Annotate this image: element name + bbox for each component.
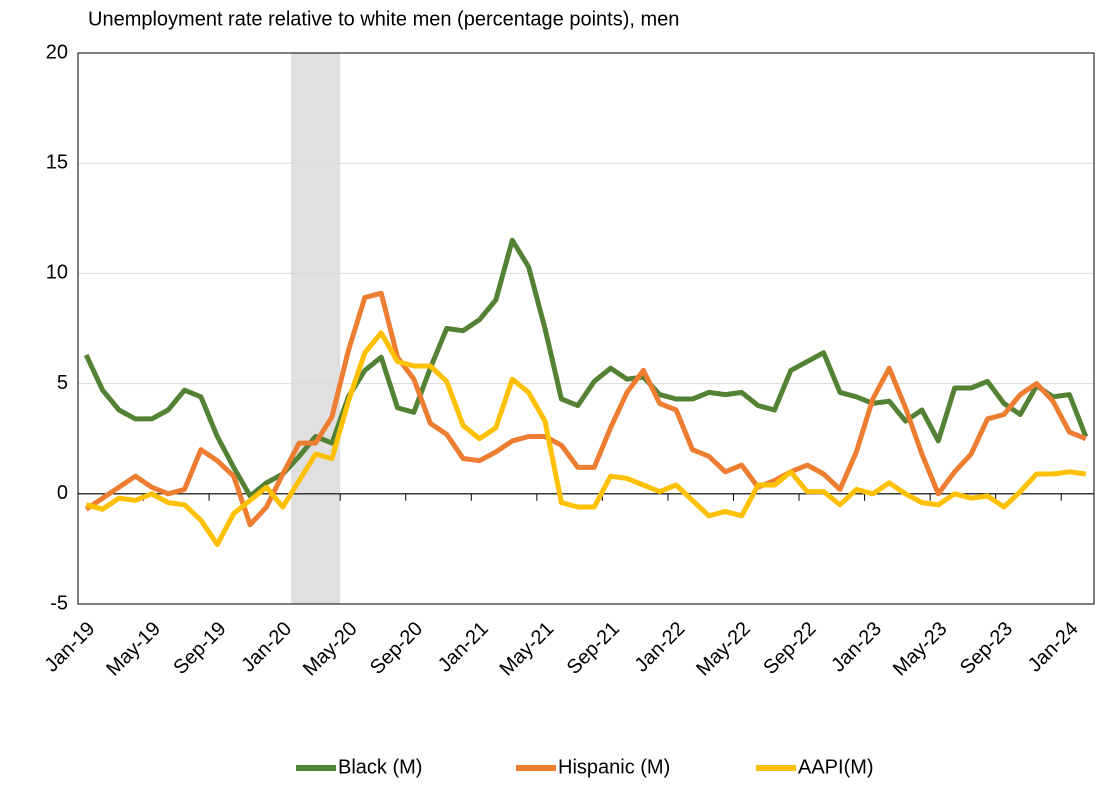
series-line — [85, 330, 1087, 547]
y-tick-label: 5 — [57, 372, 68, 394]
series-line — [84, 290, 1087, 528]
x-tick-label: Jan-21 — [434, 618, 493, 677]
y-tick-label: 15 — [46, 151, 68, 173]
legend-label: AAPI(M) — [798, 756, 874, 778]
legend-label: Hispanic (M) — [558, 756, 670, 778]
x-tick-label: Sep-23 — [956, 618, 1017, 679]
x-tick-label: Sep-19 — [169, 618, 230, 679]
legend-label: Black (M) — [338, 756, 422, 778]
shaded-period — [291, 53, 341, 604]
x-tick-label: Jan-23 — [827, 618, 886, 677]
series-line — [83, 237, 1089, 499]
x-tick-label: May-23 — [889, 618, 952, 681]
x-tick-label: May-21 — [496, 618, 559, 681]
chart-title: Unemployment rate relative to white men … — [88, 8, 679, 30]
x-tick-label: Sep-20 — [366, 618, 427, 679]
y-tick-label: 20 — [46, 41, 68, 63]
x-tick-label: May-20 — [299, 618, 362, 681]
x-tick-label: Sep-21 — [563, 618, 624, 679]
x-tick-label: Sep-22 — [759, 618, 820, 679]
y-tick-label: 0 — [57, 482, 68, 504]
y-tick-label: 10 — [46, 262, 68, 284]
x-tick-label: Jan-20 — [237, 618, 296, 677]
x-tick-label: Jan-24 — [1024, 618, 1083, 677]
x-tick-label: Jan-19 — [41, 618, 100, 677]
x-tick-label: May-19 — [102, 618, 165, 681]
x-tick-label: Jan-22 — [631, 618, 690, 677]
x-tick-label: May-22 — [692, 618, 755, 681]
y-tick-label: -5 — [50, 592, 68, 614]
plot-border — [77, 52, 1095, 605]
